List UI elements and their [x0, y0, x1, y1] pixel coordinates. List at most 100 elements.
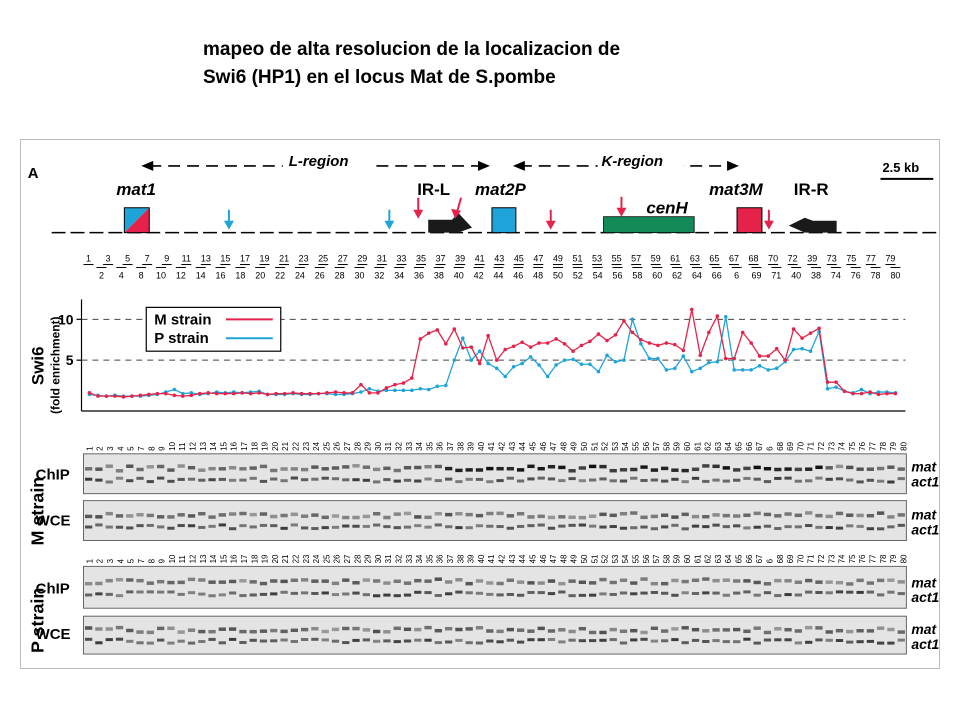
lane-number: 77 [869, 554, 878, 563]
lane-number: 51 [590, 441, 599, 450]
lane-number: 61 [693, 441, 702, 450]
gel-band-mat [527, 464, 535, 469]
data-point [639, 342, 643, 346]
lane-number: 51 [590, 554, 599, 563]
gel-band-mat [342, 465, 350, 469]
data-point [393, 382, 397, 387]
lane-number: 50 [580, 441, 589, 450]
data-point [342, 391, 346, 395]
gel-band-act1 [228, 591, 237, 595]
gel-band-mat [496, 511, 504, 516]
data-point [435, 384, 440, 389]
gel-band-act1 [352, 524, 360, 528]
gel-band-mat [465, 581, 473, 586]
data-point [460, 346, 465, 350]
gel-band-act1 [578, 523, 586, 527]
data-point [537, 363, 541, 367]
gel-band-act1 [846, 478, 854, 482]
gel-band-mat [640, 465, 648, 469]
data-point [613, 333, 618, 337]
gel-band-mat [270, 468, 278, 473]
gel-band-mat [84, 514, 93, 519]
data-point [647, 341, 652, 345]
gel-band-act1 [578, 593, 586, 597]
data-point [410, 376, 414, 380]
marker-number-top: 27 [338, 254, 348, 264]
marker-number-top: 41 [475, 254, 485, 264]
lane-number: 15 [219, 441, 228, 450]
marker-number-top: 35 [416, 254, 426, 264]
gel-band-mat [722, 578, 730, 582]
gel-band-mat [558, 465, 566, 470]
blue-arrow-2 [384, 209, 395, 230]
data-point [893, 391, 898, 396]
gel-band-mat [383, 515, 391, 520]
lane-number: 18 [250, 441, 259, 450]
marker-number-bottom: 8 [139, 270, 144, 280]
data-point [113, 394, 117, 398]
lane-number: 32 [395, 554, 404, 563]
gel-band-act1 [578, 479, 586, 483]
lane-number: 40 [477, 441, 486, 450]
gel-band-mat [661, 513, 669, 517]
k-region-label: K-region [602, 153, 663, 170]
gel-band-mat [177, 580, 185, 585]
gel-band-act1 [835, 477, 844, 481]
gel-band-mat [445, 512, 453, 517]
gel-band-mat [691, 467, 700, 472]
gel-band-act1 [558, 479, 566, 483]
data-point [401, 381, 406, 385]
data-point [410, 388, 414, 393]
gel-band-act1 [537, 638, 545, 642]
data-point [130, 394, 134, 398]
gel-band-act1 [157, 476, 165, 480]
data-point [808, 349, 813, 353]
gel-band-mat [424, 579, 432, 583]
gel-band-mat [455, 468, 463, 473]
gel-band-mat [794, 629, 802, 633]
lane-number: 2 [96, 446, 105, 451]
gel-band-mat [743, 466, 751, 471]
gel-band-act1 [321, 591, 329, 595]
gel-band-act1 [383, 525, 391, 529]
lane-number: 53 [611, 554, 620, 563]
gel-band-act1 [445, 525, 453, 529]
gel-band-act1 [486, 480, 494, 484]
lane-number: 64 [724, 441, 733, 450]
lane-number: 64 [724, 554, 733, 563]
gel-band-act1 [876, 479, 885, 483]
gel-band-act1 [558, 640, 566, 644]
lane-number: 43 [508, 441, 517, 450]
caption-line-2: Swi6 (HP1) en el locus Mat de S.pombe [203, 67, 556, 88]
lane-number: 10 [168, 554, 177, 563]
gel-band-mat [198, 468, 206, 472]
data-point [656, 343, 660, 348]
gel-band-mat [157, 626, 165, 631]
gel-band-mat [95, 581, 103, 586]
gel-band-act1 [681, 591, 689, 595]
data-point [630, 330, 635, 335]
marker-number-top: 55 [612, 254, 622, 264]
lane-number: 60 [683, 554, 692, 563]
gel-band-act1 [856, 640, 864, 644]
data-point [308, 391, 312, 396]
lane-number: 34 [415, 554, 424, 563]
gel-band-act1 [157, 638, 165, 642]
gel-band-act1 [897, 523, 905, 527]
marker-number-bottom: 52 [573, 270, 583, 280]
lane-number: 37 [446, 554, 455, 563]
gel-band-act1 [136, 590, 144, 594]
gel-band-mat [486, 629, 494, 633]
lane-number: 74 [838, 554, 847, 563]
gel-band-mat [383, 630, 391, 634]
lane-number: 39 [467, 441, 476, 450]
gel-band-mat [105, 511, 113, 516]
data-point [834, 380, 838, 384]
gel-band-mat [702, 464, 710, 468]
y-axis-label: Swi6 [29, 347, 48, 386]
gel-band-act1 [794, 479, 802, 483]
gel-band-mat [588, 514, 597, 518]
gel-band-act1 [835, 526, 844, 530]
gel-band-act1 [866, 478, 875, 482]
gel-band-act1 [640, 591, 648, 595]
